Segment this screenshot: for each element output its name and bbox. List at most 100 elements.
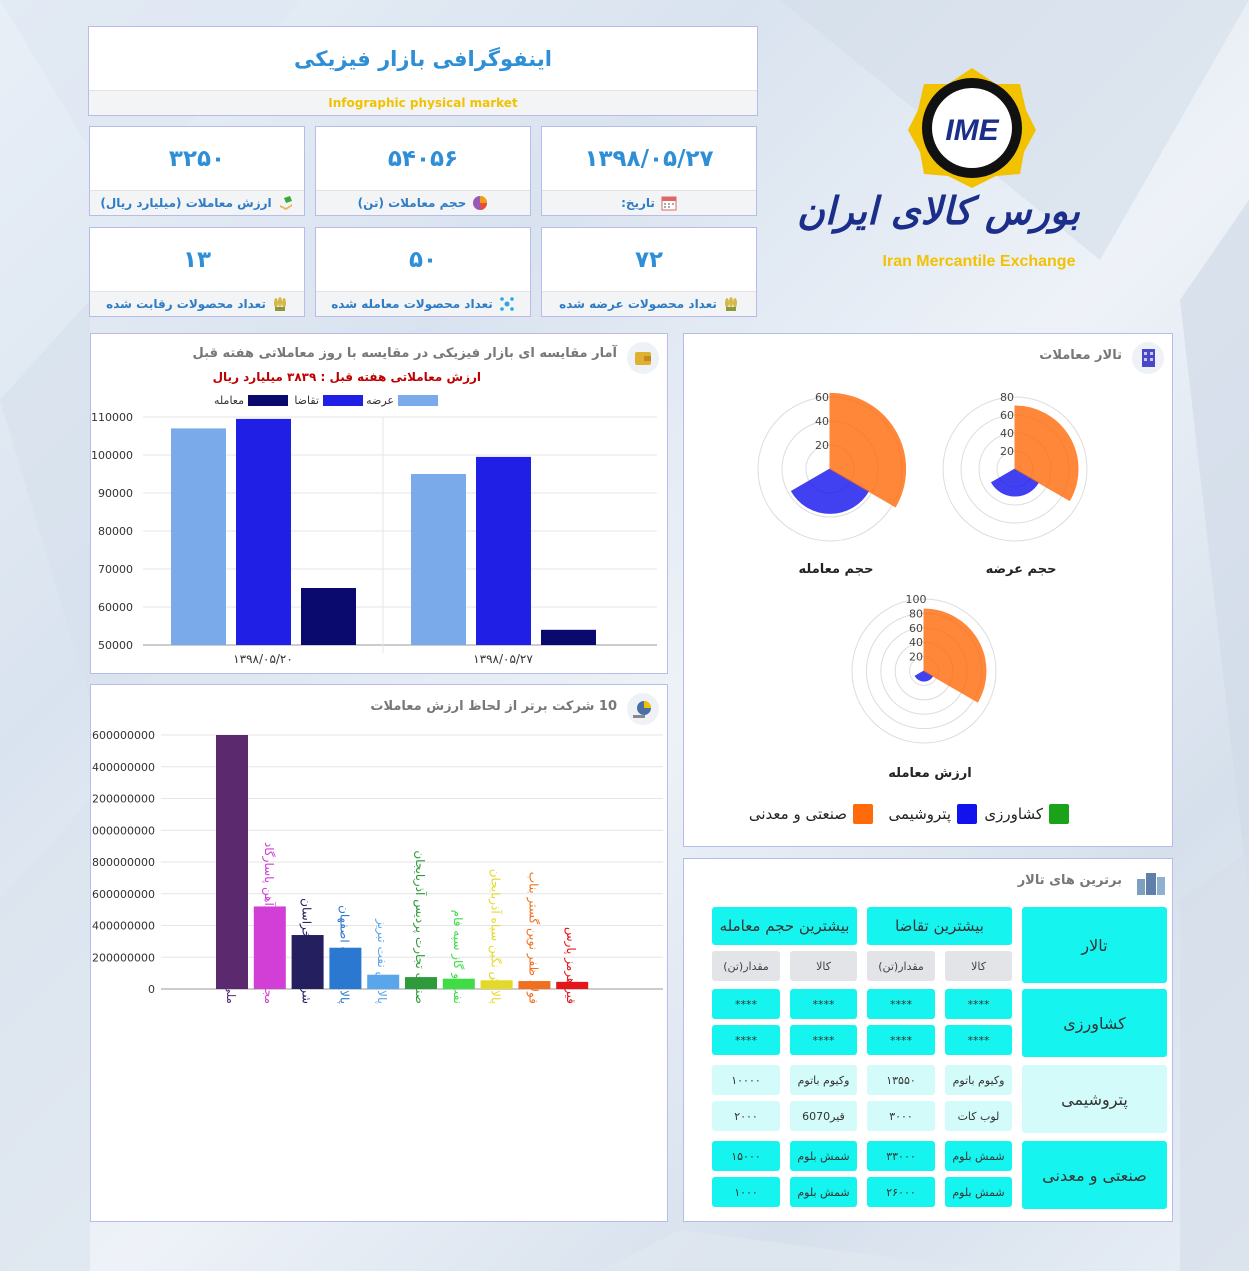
- table-cell: ۱۵۰۰۰: [712, 1141, 780, 1171]
- polar-ring: [851, 598, 997, 744]
- x-tick-label: شرکت فولاد خراسان: [299, 898, 314, 1004]
- header-panel: اینفوگرافی بازار فیزیکی Infographic phys…: [88, 26, 758, 116]
- legend-item: پتروشیمی: [888, 804, 977, 824]
- y-tick-label: 100000: [91, 449, 133, 462]
- x-tick-label: مجتمع صنعتی ذوب آهن پاسارگاد: [261, 842, 277, 1004]
- building-icon: [1132, 342, 1164, 374]
- page-title: اینفوگرافی بازار فیزیکی: [294, 46, 552, 71]
- trading-halls-panel: تالار معاملات 20 40 60 80 حجم عرضه 20 40 60 حجم …: [683, 333, 1173, 847]
- polar-tick-label: 60: [909, 622, 923, 635]
- polar-tick-label: 20: [909, 651, 923, 664]
- top-companies-panel: 10 شرکت برتر از لحاظ ارزش معاملات 0 20000…: [90, 684, 668, 1222]
- col-demand-header: بیشترین تقاضا: [867, 907, 1012, 945]
- stat-value: ۱۳۹۸/۰۵/۲۷: [584, 145, 714, 172]
- y-tick-label: 0: [148, 983, 155, 996]
- top-companies-title: 10 شرکت برتر از لحاظ ارزش معاملات: [370, 699, 617, 714]
- bar: [329, 947, 362, 989]
- table-cell: شمش بلوم: [945, 1177, 1012, 1207]
- table-cell: ۱۰۰۰: [712, 1177, 780, 1207]
- x-tick-label: پالایش نگین سیاه آذربایجان: [488, 869, 504, 1004]
- x-tick-label: فولاد ظفر نوین گستر بناب: [525, 872, 540, 1004]
- y-tick-label: 1400000000: [91, 761, 155, 774]
- polar-tick-label: 80: [909, 607, 923, 620]
- stat-value: ۵۴۰۵۶: [387, 145, 459, 172]
- bar: [253, 906, 286, 989]
- bar: [367, 974, 400, 989]
- hall-industrial-mining: صنعتی و معدنی: [1022, 1141, 1167, 1209]
- legend-item: صنعتی و معدنی: [749, 804, 873, 824]
- table-cell: ****: [945, 1025, 1012, 1055]
- polar-tick-label: 40: [909, 636, 923, 649]
- money-hand-icon: [279, 196, 292, 210]
- stat-card-traded-products: ۵۰ تعداد محصولات معامله شده: [315, 227, 531, 317]
- polar-tick-label: 60: [1000, 409, 1014, 422]
- stat-value: ۷۲: [634, 246, 664, 273]
- stat-card-trade-volume: ۵۴۰۵۶ حجم معاملات (تن): [315, 126, 531, 216]
- sub-header-good: کالا: [790, 951, 857, 981]
- table-cell: ۲۰۰۰: [712, 1101, 780, 1131]
- polar-chart-title: حجم معامله: [799, 562, 874, 577]
- pie-chart-icon: [473, 196, 488, 210]
- weekly-bar-chart: معامله تقاضا عرضه 50000 60000 70000 80000 90000…: [91, 394, 657, 666]
- table-cell: ****: [790, 1025, 857, 1055]
- stat-label: حجم معاملات (تن): [357, 196, 467, 210]
- weekly-chart-subtitle: ارزش معاملاتی هفته قبل : ۳۸۳۹ میلیارد ری…: [212, 370, 481, 384]
- polar-sector: [923, 608, 987, 703]
- legend-label: تقاضا: [294, 394, 319, 407]
- table-cell: ۳۳۰۰۰: [867, 1141, 935, 1171]
- x-tick-label: ۱۳۹۸/۰۵/۲۰: [233, 652, 293, 666]
- bar: [236, 418, 291, 645]
- y-tick-label: 800000000: [92, 856, 155, 869]
- bar: [291, 935, 324, 989]
- table-cell: ****: [867, 1025, 935, 1055]
- col-volume-header: بیشترین حجم معامله: [712, 907, 857, 945]
- polar-sector: [1014, 405, 1079, 502]
- polar-tick-label: 40: [815, 415, 829, 428]
- y-tick-label: 200000000: [92, 951, 155, 964]
- bar: [171, 428, 226, 645]
- x-tick-label: پالایش نفت اصفهان: [336, 905, 351, 1004]
- legend-swatch: [398, 395, 438, 406]
- table-cell: قیر6070: [790, 1101, 857, 1131]
- table-cell: ****: [867, 989, 935, 1019]
- bar: [480, 980, 513, 989]
- legend-swatch: [853, 804, 873, 824]
- legend-item: کشاورزی: [984, 804, 1069, 824]
- x-tick-label: ۱۳۹۸/۰۵/۲۷: [473, 652, 533, 666]
- stat-label: تعداد محصولات رقابت شده: [106, 297, 266, 311]
- col-hall-header: تالار: [1022, 907, 1167, 983]
- top-halls-panel: برترین های تالار تالار بیشترین تقاضا بیش…: [683, 858, 1173, 1222]
- y-tick-label: 110000: [91, 411, 133, 424]
- logo-name-en: Iran Mercantile Exchange: [882, 253, 1076, 270]
- table-cell: ****: [945, 989, 1012, 1019]
- legend-swatch: [957, 804, 977, 824]
- x-tick-label: قیر هرمز پارس: [563, 927, 578, 1004]
- table-cell: شمش بلوم: [790, 1177, 857, 1207]
- trading-halls-title: تالار معاملات: [1039, 348, 1122, 363]
- bar: [518, 981, 551, 989]
- polar-tick-label: 80: [1000, 391, 1014, 404]
- legend-label: عرضه: [366, 394, 394, 407]
- stat-card-offered-products: ۷۲ تعداد محصولات عرضه شده: [541, 227, 757, 317]
- y-tick-label: 50000: [98, 639, 133, 652]
- bar: [301, 588, 356, 645]
- calendar-icon: [661, 196, 677, 211]
- polar-tick-label: 20: [815, 439, 829, 452]
- logo-mark: IME: [945, 114, 999, 147]
- legend-label: صنعتی و معدنی: [748, 805, 847, 823]
- y-tick-label: 80000: [98, 525, 133, 538]
- top-halls-title: برترین های تالار: [1017, 873, 1122, 888]
- table-cell: ۲۶۰۰۰: [867, 1177, 935, 1207]
- stat-label: تعداد محصولات معامله شده: [331, 297, 493, 311]
- table-cell: شمش بلوم: [945, 1141, 1012, 1171]
- bar: [556, 981, 589, 989]
- weekly-chart-title: آمار مقایسه ای بازار فیزیکی در مقایسه با…: [192, 346, 617, 361]
- wheat-icon: [724, 297, 737, 311]
- legend-label: پتروشیمی: [888, 805, 952, 823]
- legend-label: کشاورزی: [984, 805, 1043, 823]
- x-tick-label: ملی صنایع مس ایران: [223, 898, 238, 1004]
- hall-agriculture: کشاورزی: [1022, 989, 1167, 1057]
- stat-value: ۱۳: [182, 246, 212, 273]
- ime-emblem-icon: IME: [908, 68, 1036, 188]
- polar-ring: [942, 396, 1088, 542]
